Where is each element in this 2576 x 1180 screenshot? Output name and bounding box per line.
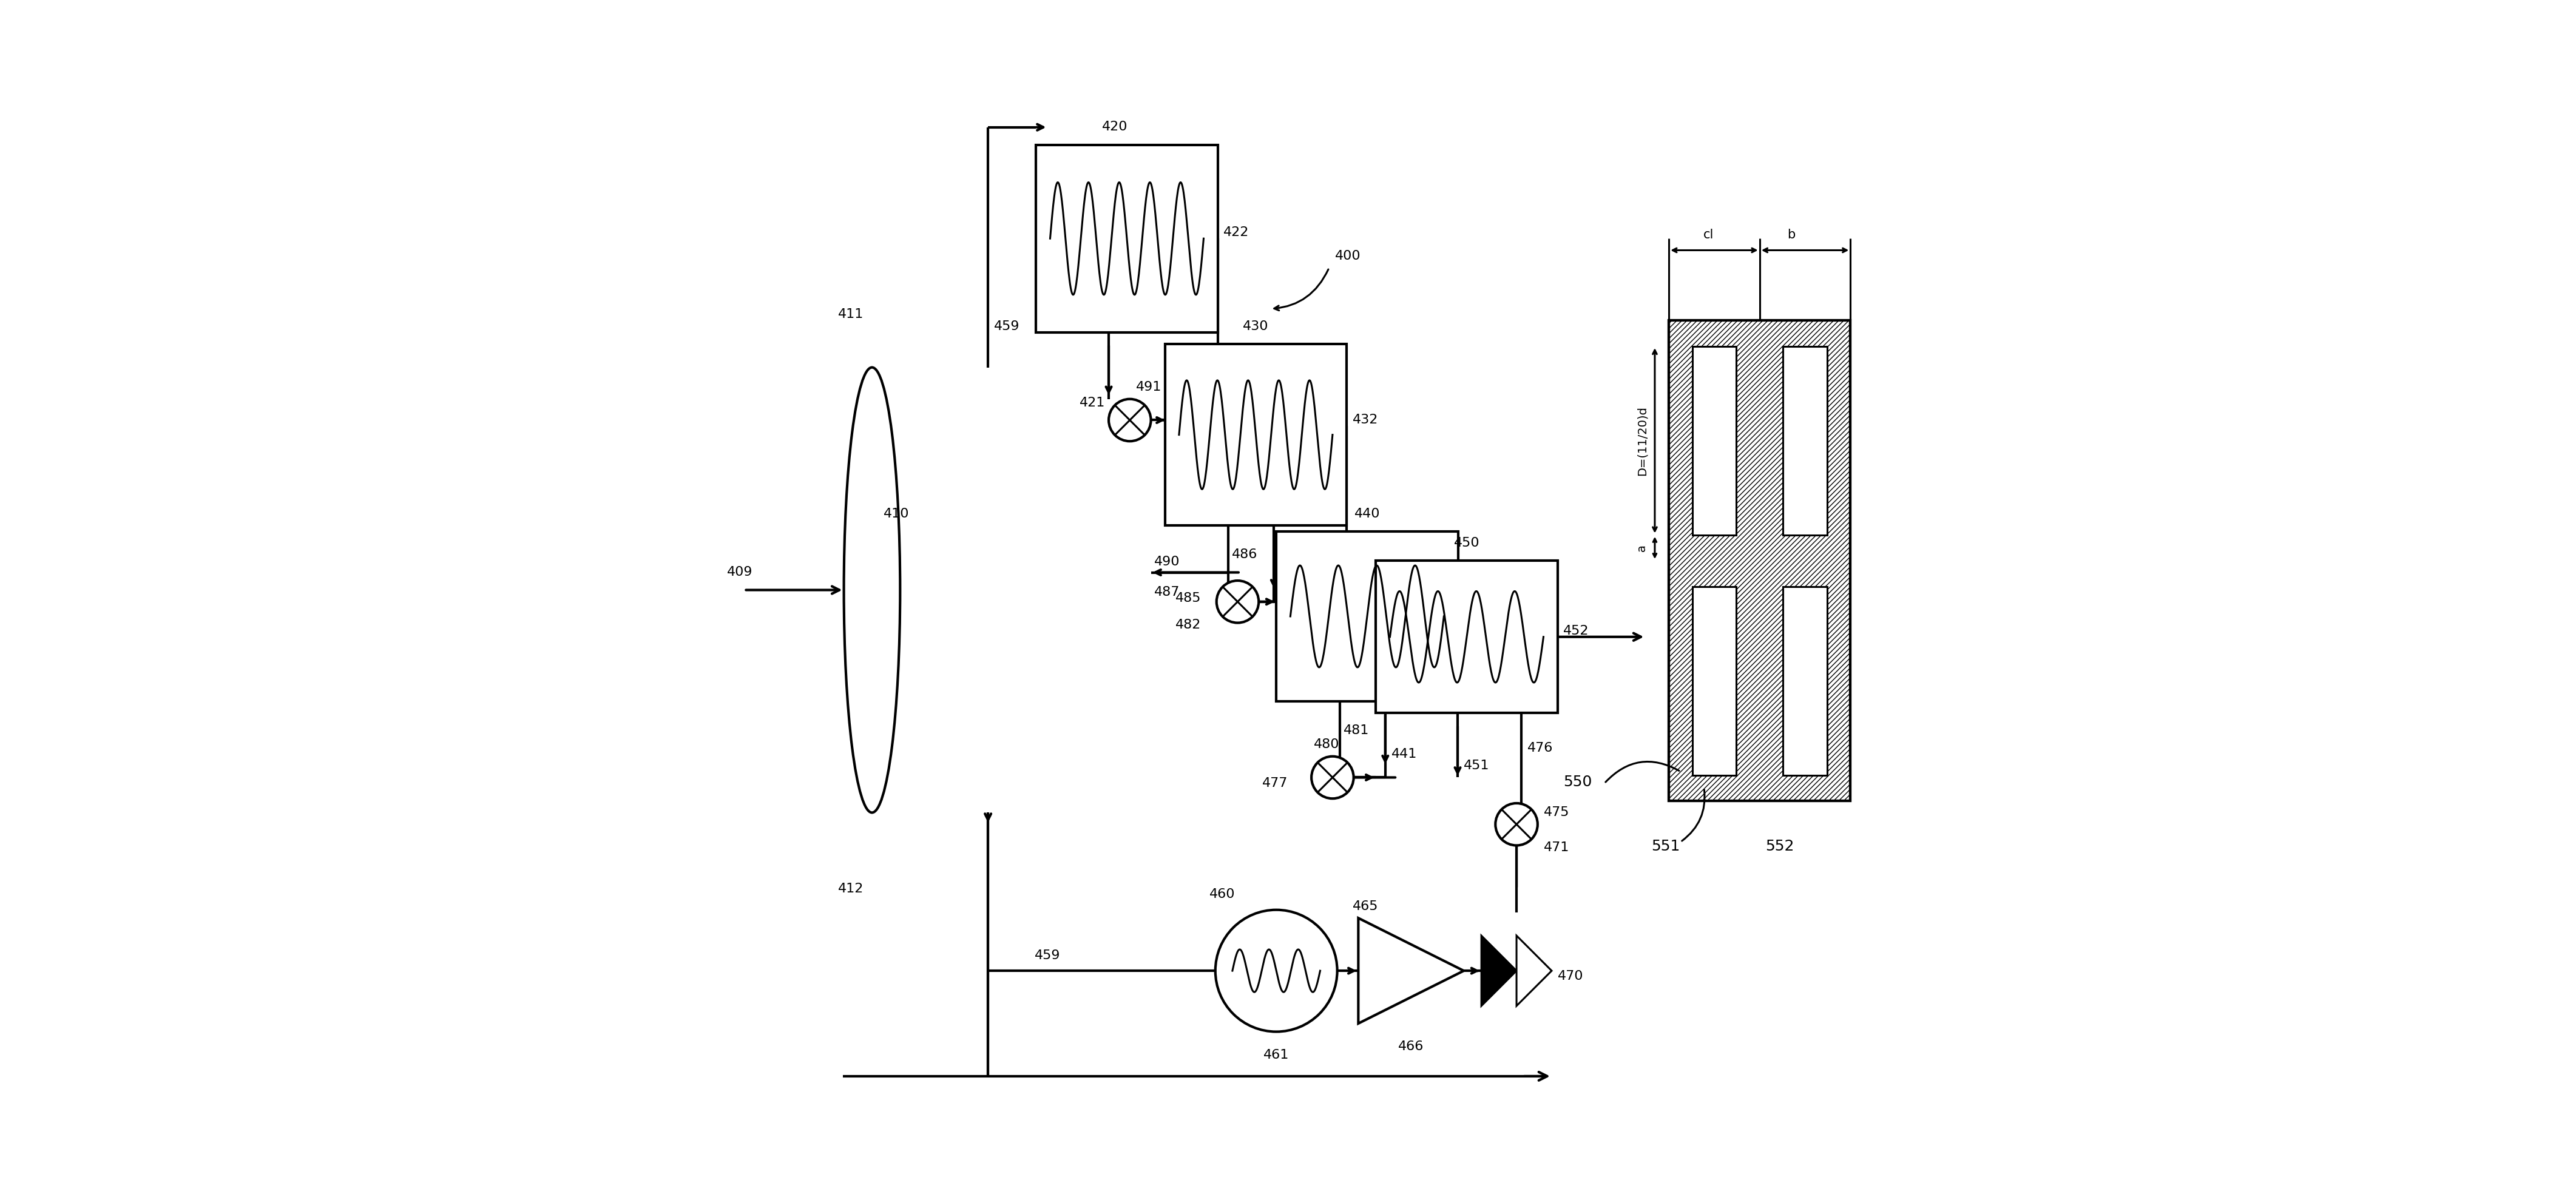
Polygon shape — [1517, 936, 1551, 1005]
Text: 440: 440 — [1355, 507, 1381, 519]
Text: 459: 459 — [994, 320, 1020, 333]
Text: 461: 461 — [1262, 1049, 1288, 1061]
Text: 552: 552 — [1765, 839, 1795, 853]
Ellipse shape — [845, 367, 899, 813]
Text: 487: 487 — [1154, 586, 1180, 598]
Bar — [1692, 586, 1736, 775]
Text: 480: 480 — [1314, 739, 1340, 750]
Text: 409: 409 — [726, 566, 752, 578]
Bar — [1669, 321, 1850, 801]
Text: D=(11/20)d: D=(11/20)d — [1636, 406, 1649, 476]
Text: 550: 550 — [1564, 774, 1592, 789]
Bar — [1036, 145, 1218, 333]
Circle shape — [1311, 756, 1352, 799]
Circle shape — [1216, 581, 1260, 623]
Text: 441: 441 — [1391, 748, 1417, 760]
Bar — [1376, 560, 1558, 713]
Text: 460: 460 — [1211, 889, 1236, 900]
Text: 420: 420 — [1103, 122, 1128, 133]
Text: 411: 411 — [837, 308, 863, 321]
Text: 477: 477 — [1262, 778, 1288, 789]
Text: 442: 442 — [1463, 578, 1489, 591]
Circle shape — [1497, 804, 1538, 845]
Text: a: a — [1636, 544, 1649, 551]
Text: 422: 422 — [1224, 227, 1249, 238]
Text: 471: 471 — [1543, 841, 1569, 853]
Text: 430: 430 — [1242, 320, 1267, 333]
Text: 432: 432 — [1352, 413, 1378, 426]
Text: 451: 451 — [1463, 760, 1489, 772]
Polygon shape — [1358, 918, 1463, 1023]
Circle shape — [1216, 910, 1337, 1031]
Text: 481: 481 — [1342, 725, 1368, 736]
Text: 465: 465 — [1352, 900, 1378, 912]
Text: b: b — [1788, 229, 1795, 241]
Bar — [1164, 343, 1347, 525]
Bar — [1692, 346, 1736, 535]
Bar — [1783, 346, 1826, 535]
Bar — [1669, 321, 1850, 801]
Polygon shape — [1481, 936, 1517, 1005]
Text: 459: 459 — [1036, 949, 1061, 962]
Text: 400: 400 — [1334, 250, 1360, 262]
Text: 452: 452 — [1564, 624, 1589, 637]
Bar — [1275, 531, 1458, 701]
Text: 470: 470 — [1558, 970, 1584, 983]
Text: cl: cl — [1703, 229, 1713, 241]
Text: 431: 431 — [1280, 572, 1306, 584]
Text: 466: 466 — [1399, 1041, 1425, 1053]
Text: 486: 486 — [1231, 549, 1257, 560]
Text: 412: 412 — [837, 883, 863, 894]
Text: 450: 450 — [1453, 537, 1479, 549]
Text: 491: 491 — [1136, 381, 1162, 393]
Text: 551: 551 — [1651, 839, 1680, 853]
Text: 421: 421 — [1079, 396, 1105, 408]
Text: 475: 475 — [1543, 806, 1569, 819]
Text: 485: 485 — [1175, 592, 1200, 604]
Text: 410: 410 — [884, 507, 909, 519]
Bar — [1783, 586, 1826, 775]
Text: 476: 476 — [1528, 742, 1553, 754]
Text: 490: 490 — [1154, 556, 1180, 568]
Circle shape — [1108, 399, 1151, 441]
Text: 482: 482 — [1175, 618, 1200, 631]
